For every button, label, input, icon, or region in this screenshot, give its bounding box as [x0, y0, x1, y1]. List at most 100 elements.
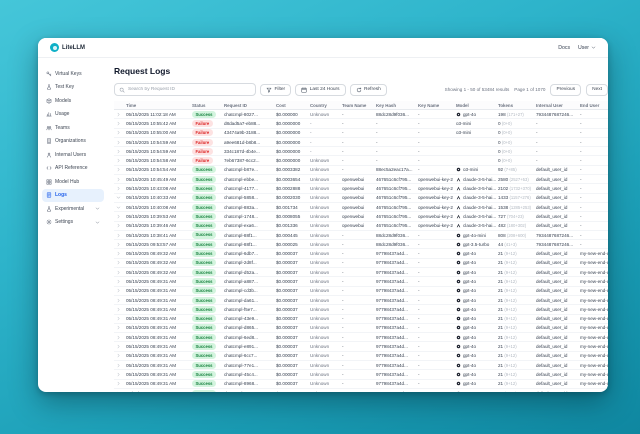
user-menu[interactable]: User [578, 45, 596, 51]
chevron-right-icon[interactable] [116, 251, 121, 256]
previous-page-button[interactable]: Previous [550, 83, 582, 96]
chevron-right-icon[interactable] [116, 167, 121, 172]
sidebar-item-settings[interactable]: Settings [42, 216, 104, 230]
table-row[interactable]: 05/15/2025 08:49:31 AM Success chatcmpl-f5… [114, 305, 608, 315]
chevron-right-icon[interactable] [116, 335, 121, 340]
table-row[interactable]: 05/15/2025 08:49:31 AM Success chatcmpl-d8… [114, 324, 608, 334]
table-row[interactable]: 05/15/2025 10:54:59 AM Failure 334c187d-4b… [114, 147, 608, 157]
chevron-right-icon[interactable] [116, 381, 121, 386]
chevron-right-icon[interactable] [116, 149, 121, 154]
cell-request-id: chatcmpl-88f1... [224, 241, 257, 247]
chevron-right-icon[interactable] [116, 233, 121, 238]
table-row[interactable]: 05/15/2025 08:49:32 AM Success chatcmpl-d5… [114, 268, 608, 278]
chevron-right-icon[interactable] [116, 186, 121, 191]
table-row[interactable]: 05/15/2025 10:40:08 AM Success chatcmpl-88… [114, 203, 608, 213]
table-row[interactable]: 05/15/2025 08:49:31 AM Success chatcmpl-6e… [114, 333, 608, 343]
chevron-right-icon[interactable] [116, 316, 121, 321]
table-row[interactable]: 05/15/2025 08:49:31 AM Success chatcmpl-45… [114, 370, 608, 380]
cell-country: Unknown [310, 213, 330, 219]
table-row[interactable]: 05/15/2025 10:54:58 AM Failure 7eb67387-6c… [114, 156, 608, 166]
chevron-right-icon[interactable] [116, 130, 121, 135]
chevron-right-icon[interactable] [116, 325, 121, 330]
chevron-right-icon[interactable] [116, 214, 121, 219]
cell-team-name: - [342, 316, 344, 322]
chevron-right-icon[interactable] [116, 260, 121, 265]
table-row[interactable]: 05/15/2025 10:40:33 AM Success chatcmpl-58… [114, 194, 608, 203]
chevron-right-icon[interactable] [116, 140, 121, 145]
chevron-right-icon[interactable] [116, 391, 121, 392]
sidebar-item-label: Settings [55, 219, 74, 226]
time-range-button[interactable]: Last 24 Hours [295, 83, 346, 96]
chevron-right-icon[interactable] [116, 353, 121, 358]
chevron-right-icon[interactable] [116, 372, 121, 377]
table-row[interactable]: 05/15/2025 08:49:31 AM Success chatcmpl-a8… [114, 277, 608, 287]
chevron-down-icon[interactable] [116, 195, 121, 200]
chevron-right-icon[interactable] [116, 363, 121, 368]
docs-link[interactable]: Docs [558, 44, 571, 51]
table-body: 05/15/2025 11:02:18 AM Success chatcmpl-80… [114, 110, 608, 392]
cell-model: gpt-4o [456, 391, 498, 392]
brand-name: LiteLLM [62, 44, 85, 51]
table-row[interactable]: 05/15/2025 08:49:31 AM Success chatcmpl-89… [114, 380, 608, 389]
refresh-button[interactable]: Refresh [349, 83, 387, 96]
chevron-right-icon[interactable] [116, 158, 121, 163]
chevron-right-icon[interactable] [116, 121, 121, 126]
column-header-internal-user: Internal User [536, 102, 563, 108]
sidebar-item-teams[interactable]: Teams [42, 121, 104, 135]
table-row[interactable]: 05/15/2025 10:55:42 AM Failure d8dad5a7-eb… [114, 119, 608, 129]
table-row[interactable]: 05/15/2025 08:49:32 AM Success chatcmpl-2d… [114, 259, 608, 269]
table-row[interactable]: 05/15/2025 08:49:31 AM Success chatcmpl-da… [114, 296, 608, 306]
cell-tokens: 0 (0+0) [498, 158, 512, 164]
search-box[interactable] [114, 83, 256, 96]
cell-cost: $0.001336 [276, 223, 298, 229]
chevron-right-icon[interactable] [116, 223, 121, 228]
cell-country: Unknown [310, 391, 342, 392]
chevron-right-icon[interactable] [116, 270, 121, 275]
sidebar-item-organizations[interactable]: Organizations [42, 135, 104, 149]
chevron-right-icon[interactable] [116, 298, 121, 303]
search-input[interactable] [128, 87, 251, 92]
cell-key-hash: 97798437a4d... [376, 344, 408, 350]
filter-button[interactable]: Filter [260, 83, 292, 96]
chevron-right-icon[interactable] [116, 177, 121, 182]
table-row[interactable]: 05/15/2025 10:45:49 AM Success chatcmpl-eb… [114, 175, 608, 185]
sidebar-item-internal-users[interactable]: Internal Users [42, 148, 104, 162]
sidebar-item-models[interactable]: Models [42, 94, 104, 108]
sidebar-item-api-reference[interactable]: API Reference [42, 162, 104, 176]
table-row[interactable]: 05/15/2025 10:54:54 AM Success chatcmpl-b8… [114, 166, 608, 176]
sidebar-item-model-hub[interactable]: Model Hub [42, 175, 104, 189]
chevron-down-icon[interactable] [116, 205, 121, 210]
table-row[interactable]: 05/15/2025 10:38:41 AM Success chatcmpl-88… [114, 231, 608, 241]
cell-tokens: 21 (9+12) [498, 325, 517, 331]
chevron-right-icon[interactable] [116, 112, 121, 117]
table-row[interactable]: 05/15/2025 11:02:18 AM Success chatcmpl-80… [114, 110, 608, 120]
chevron-right-icon[interactable] [116, 307, 121, 312]
sidebar-item-experimental[interactable]: Experimental [42, 202, 104, 216]
table-row[interactable]: 05/15/2025 10:54:59 AM Failure a9ee681d-b8… [114, 138, 608, 148]
chevron-right-icon[interactable] [116, 242, 121, 247]
table-row[interactable]: 05/15/2025 10:39:46 AM Success chatcmpl-ex… [114, 222, 608, 231]
chevron-right-icon[interactable] [116, 288, 121, 293]
chevron-right-icon[interactable] [116, 344, 121, 349]
cell-internal-user: default_user_id [536, 362, 568, 368]
table-row[interactable]: 05/15/2025 08:49:32 AM Success chatcmpl-6d… [114, 249, 608, 259]
table-row[interactable]: 05/15/2025 08:49:31 AM Success chatcmpl-e8… [114, 342, 608, 352]
sidebar-item-logs[interactable]: Logs [42, 188, 104, 202]
chevron-right-icon[interactable] [116, 279, 121, 284]
table-row[interactable]: 05/15/2025 08:49:31 AM Success chatcmpl-43… [114, 315, 608, 324]
table-row[interactable]: 05/15/2025 10:55:00 AM Failure 43474a9b-31… [114, 129, 608, 138]
table-row[interactable]: 05/15/2025 08:49:31 AM Success chatcmpl-77… [114, 361, 608, 371]
table-row[interactable]: 05/15/2025 10:43:08 AM Success chatcmpl-41… [114, 184, 608, 194]
page-title: Request Logs [114, 66, 171, 76]
sidebar-item-virtual-keys[interactable]: Virtual Keys [42, 67, 104, 81]
cell-end-user: - [580, 176, 582, 182]
sidebar-item-usage[interactable]: Usage [42, 108, 104, 122]
cell-key-name: - [418, 278, 420, 284]
table-row[interactable]: 05/15/2025 09:53:57 AM Success chatcmpl-88… [114, 240, 608, 250]
table-row[interactable]: 05/15/2025 10:39:53 AM Success chatcmpl-17… [114, 212, 608, 222]
table-row[interactable]: 05/15/2025 08:49:31 AM Success chatcmpl-cd… [114, 287, 608, 296]
next-page-button[interactable]: Next [586, 83, 608, 96]
table-row[interactable]: 05/15/2025 08:49:31 AM Success chatcmpl-6c… [114, 352, 608, 362]
sidebar-item-test-key[interactable]: Test Key [42, 81, 104, 95]
